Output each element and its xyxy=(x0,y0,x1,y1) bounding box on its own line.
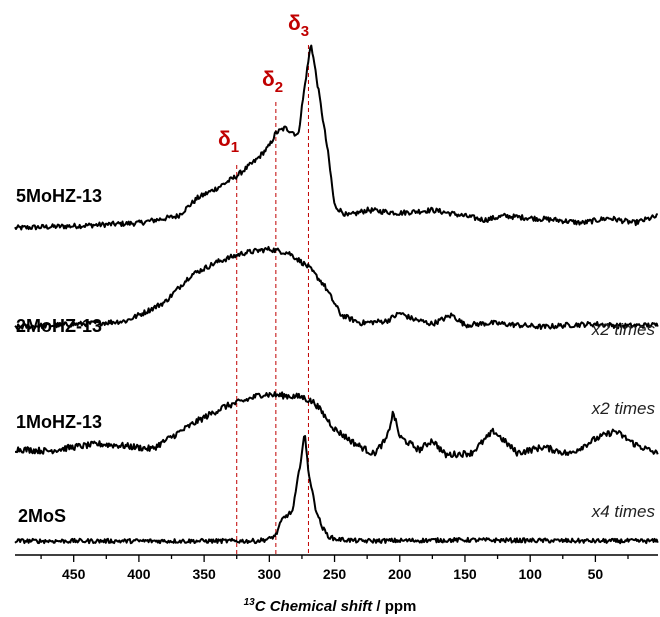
x-tick-label: 450 xyxy=(62,566,86,582)
spectrum-line-1mohz13 xyxy=(15,391,659,459)
series-label-2mohz13: 2MoHZ-13 xyxy=(16,316,102,336)
spectrum-line-2mos xyxy=(14,435,659,545)
x-axis-ticks: 450 400 350 300 250 200 150 100 50 xyxy=(40,555,629,582)
x-tick-label: 300 xyxy=(258,566,282,582)
x-axis-title: 13C Chemical shift / ppm xyxy=(244,597,417,615)
multiplier-1mohz13: x2 times xyxy=(591,399,656,418)
x-tick-label: 250 xyxy=(323,566,347,582)
series-label-5mohz13: 5MoHZ-13 xyxy=(16,186,102,206)
x-tick-label: 400 xyxy=(127,566,151,582)
x-tick-label: 200 xyxy=(388,566,412,582)
series-label-2mos: 2MoS xyxy=(18,506,66,526)
x-tick-label: 150 xyxy=(453,566,477,582)
guide-lines xyxy=(236,45,309,555)
multiplier-2mohz13: x2 times xyxy=(591,320,656,339)
peak-label-delta2: δ2 xyxy=(262,68,283,96)
spectrum-line-2mohz13 xyxy=(14,245,659,330)
x-tick-label: 50 xyxy=(588,566,604,582)
spectrum-curves xyxy=(14,44,659,545)
peak-label-delta1: δ1 xyxy=(218,128,239,156)
multiplier-2mos: x4 times xyxy=(591,502,656,521)
spectrum-line-5mohz13 xyxy=(14,44,658,231)
x-tick-label: 350 xyxy=(192,566,216,582)
series-label-1mohz13: 1MoHZ-13 xyxy=(16,412,102,432)
peak-label-delta3: δ3 xyxy=(288,12,309,40)
x-tick-label: 100 xyxy=(519,566,543,582)
